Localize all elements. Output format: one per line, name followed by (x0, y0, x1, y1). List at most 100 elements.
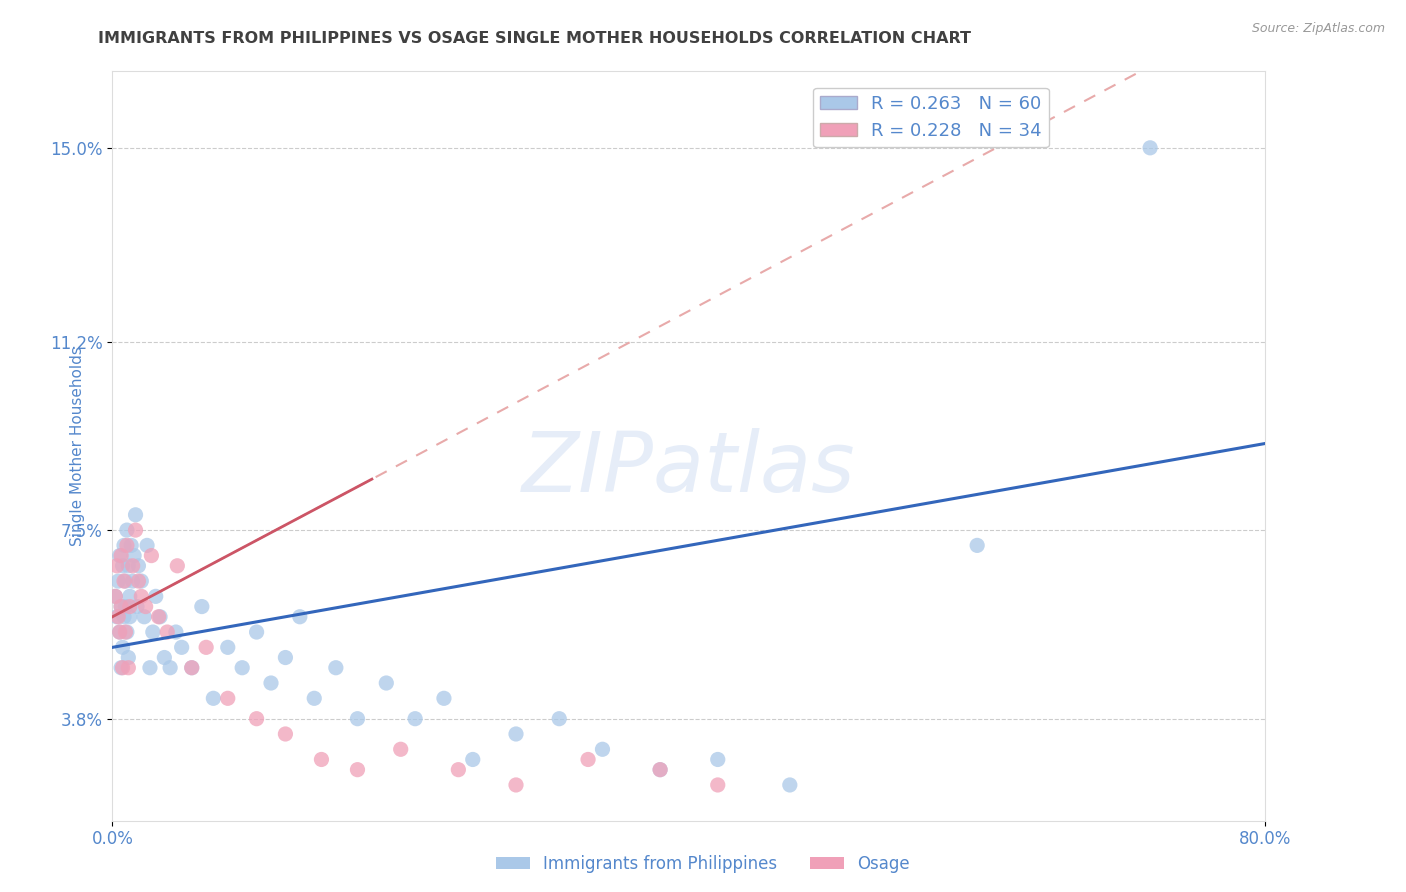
Point (108, 549, 131, 563)
Point (346, 763, 368, 777)
Point (127, 558, 149, 573)
Point (650, 763, 672, 777)
Point (159, 661, 181, 675)
Point (114, 599, 136, 614)
Point (288, 609, 311, 624)
Point (111, 640, 134, 655)
Point (111, 558, 134, 573)
Point (180, 661, 202, 675)
Point (122, 549, 145, 563)
Text: IMMIGRANTS FROM PHILIPPINES VS OSAGE SINGLE MOTHER HOUSEHOLDS CORRELATION CHART: IMMIGRANTS FROM PHILIPPINES VS OSAGE SIN… (98, 31, 972, 46)
Point (117, 650, 139, 665)
Point (274, 650, 297, 665)
Point (346, 712, 368, 726)
Point (375, 676, 398, 690)
Point (389, 742, 412, 756)
Point (115, 538, 138, 552)
Point (134, 609, 156, 624)
Point (195, 640, 218, 655)
Point (141, 549, 163, 563)
Legend: Immigrants from Philippines, Osage: Immigrants from Philippines, Osage (489, 848, 917, 880)
Text: ZIPatlas: ZIPatlas (522, 428, 856, 509)
Point (136, 538, 159, 552)
Point (118, 609, 141, 624)
Point (304, 691, 326, 706)
Point (779, 778, 801, 792)
Point (139, 661, 162, 675)
Point (447, 763, 470, 777)
Point (118, 599, 141, 614)
Point (105, 609, 128, 624)
Point (505, 727, 527, 741)
Point (165, 625, 187, 640)
Text: Single Mother Households: Single Mother Households (70, 346, 84, 546)
Point (153, 650, 176, 665)
Point (121, 574, 143, 588)
Point (707, 752, 730, 766)
Point (110, 661, 132, 675)
Point (129, 574, 153, 588)
Point (108, 625, 131, 640)
Point (117, 558, 139, 573)
Point (325, 661, 347, 675)
Point (112, 609, 135, 624)
Point (650, 763, 672, 777)
Point (548, 712, 571, 726)
Point (217, 691, 239, 706)
Point (592, 742, 614, 756)
Point (191, 599, 214, 614)
Point (170, 640, 193, 655)
Point (115, 523, 138, 537)
Point (145, 590, 167, 604)
Point (125, 599, 148, 614)
Point (707, 778, 730, 792)
Point (148, 609, 170, 624)
Point (149, 609, 172, 624)
Point (156, 625, 179, 640)
Point (104, 590, 127, 604)
Point (127, 574, 149, 588)
Point (129, 590, 153, 604)
Point (404, 712, 426, 726)
Point (112, 574, 135, 588)
Point (260, 676, 283, 690)
Point (180, 661, 202, 675)
Point (246, 712, 269, 726)
Legend: R = 0.263   N = 60, R = 0.228   N = 34: R = 0.263 N = 60, R = 0.228 N = 34 (813, 88, 1049, 147)
Point (124, 508, 146, 522)
Point (966, 538, 988, 552)
Point (114, 574, 136, 588)
Point (110, 599, 132, 614)
Text: Source: ZipAtlas.com: Source: ZipAtlas.com (1251, 22, 1385, 36)
Point (505, 778, 527, 792)
Point (135, 599, 157, 614)
Point (1139, 141, 1161, 155)
Point (311, 752, 333, 766)
Point (202, 691, 225, 706)
Point (433, 691, 456, 706)
Point (117, 661, 139, 675)
Point (105, 558, 128, 573)
Point (274, 727, 297, 741)
Point (107, 574, 129, 588)
Point (118, 590, 141, 604)
Point (124, 523, 146, 537)
Point (115, 625, 138, 640)
Point (120, 538, 142, 552)
Point (217, 640, 239, 655)
Point (114, 625, 136, 640)
Point (112, 538, 135, 552)
Point (104, 590, 127, 604)
Point (121, 558, 143, 573)
Point (461, 752, 484, 766)
Point (110, 549, 132, 563)
Point (166, 558, 188, 573)
Point (246, 625, 269, 640)
Point (107, 609, 129, 624)
Point (110, 599, 132, 614)
Point (576, 752, 599, 766)
Point (108, 625, 131, 640)
Point (111, 661, 134, 675)
Point (231, 661, 253, 675)
Point (142, 625, 165, 640)
